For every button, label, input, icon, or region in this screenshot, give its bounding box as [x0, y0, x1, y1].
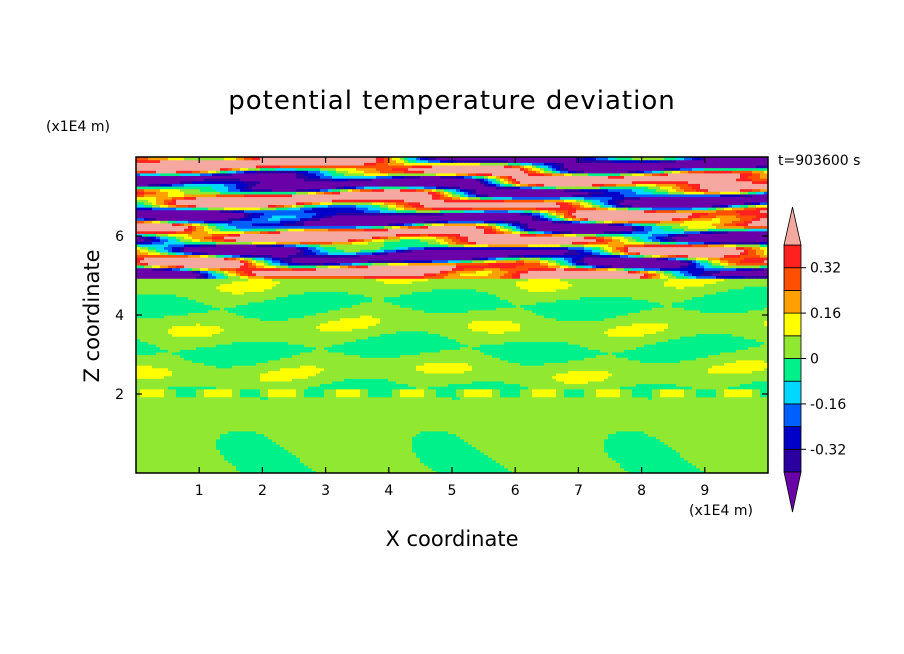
x-axis-label: X coordinate	[0, 527, 904, 551]
y-tick: 2	[115, 387, 768, 403]
colorbar-label: 0	[810, 352, 819, 368]
x-tick-label: 9	[700, 483, 709, 499]
colorbar-tick: 0.16	[801, 306, 841, 322]
y-tick-label: 2	[115, 387, 124, 403]
colorbar-box	[783, 267, 802, 291]
y-tick: 6	[115, 229, 768, 245]
colorbar-tick: -0.16	[801, 397, 846, 413]
colorbar-extend-bottom	[783, 471, 802, 513]
colorbar-label: 0.16	[810, 306, 841, 322]
x-tick: 8	[637, 157, 646, 499]
y-tick-label: 6	[115, 229, 124, 245]
x-tick: 2	[258, 157, 267, 499]
x-tick: 7	[574, 157, 583, 499]
colorbar-extend-top	[783, 206, 802, 246]
colorbar-box	[783, 312, 802, 337]
y-axis-ticks: 2 4 6	[115, 229, 768, 403]
x-tick-label: 1	[195, 483, 204, 499]
colorbar-tick: 0.32	[801, 261, 841, 277]
x-axis-unit: (x1E4 m)	[689, 503, 753, 519]
x-tick-label: 7	[574, 483, 583, 499]
x-tick: 6	[511, 157, 520, 499]
colorbar: 0.32 0.16 0 -0.16 -0.32	[783, 206, 846, 513]
colorbar-box	[783, 335, 802, 359]
colorbar-box	[783, 426, 802, 450]
colorbar-label: 0.32	[810, 261, 841, 277]
x-tick: 5	[448, 157, 457, 499]
y-tick: 4	[115, 308, 768, 324]
contour-field	[136, 157, 768, 473]
y-axis-unit: (x1E4 m)	[46, 119, 110, 135]
x-axis-ticks: 1 2 3 4 5 6 7 8 9	[195, 157, 709, 499]
x-tick-label: 4	[384, 483, 393, 499]
colorbar-label: -0.16	[810, 397, 846, 413]
colorbar-box	[783, 289, 802, 314]
x-tick-label: 3	[321, 483, 330, 499]
x-tick: 9	[700, 157, 709, 499]
colorbar-label: -0.32	[810, 442, 846, 458]
colorbar-box	[783, 403, 802, 427]
x-tick: 3	[321, 157, 330, 499]
x-tick-label: 2	[258, 483, 267, 499]
colorbar-box	[783, 358, 802, 382]
colorbar-box	[783, 448, 802, 473]
x-tick-label: 6	[511, 483, 520, 499]
x-tick-label: 5	[448, 483, 457, 499]
x-tick-label: 8	[637, 483, 646, 499]
y-tick-label: 4	[115, 308, 124, 324]
colorbar-box	[783, 244, 802, 269]
colorbar-box	[783, 380, 802, 405]
time-label: t=903600 s	[778, 153, 860, 169]
colorbar-tick: -0.32	[801, 442, 846, 458]
chart-title: potential temperature deviation	[0, 86, 904, 116]
colorbar-tick: 0	[801, 352, 819, 368]
x-tick: 1	[195, 157, 204, 499]
x-tick: 4	[384, 157, 393, 499]
